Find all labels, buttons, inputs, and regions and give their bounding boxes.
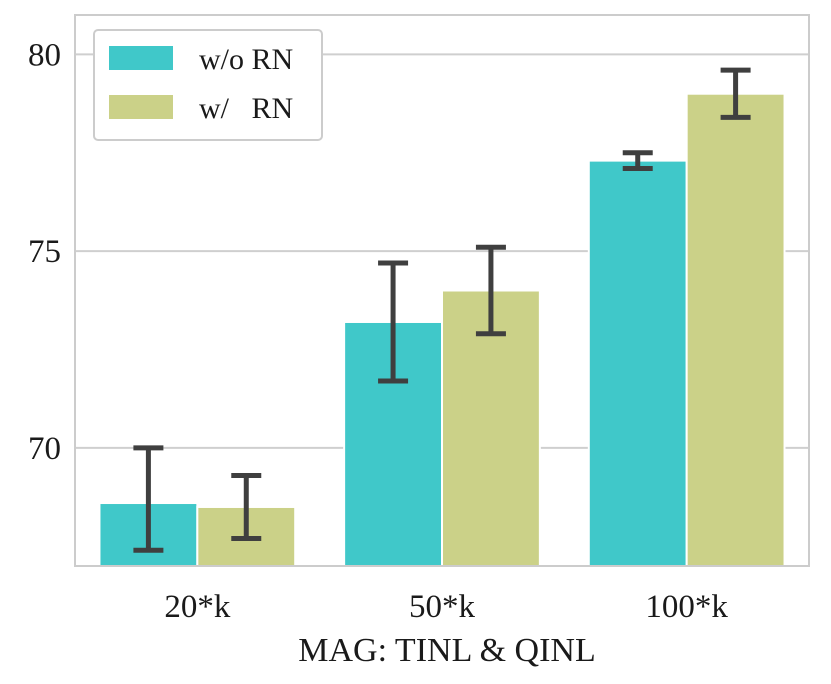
y-tick-label: 70 <box>28 431 61 467</box>
error-bar-series-0-1 <box>378 260 409 384</box>
x-axis-title: MAG: TINL & QINL <box>298 632 595 669</box>
error-bars <box>133 67 751 553</box>
bars <box>98 92 786 568</box>
y-tick-label: 75 <box>28 234 61 270</box>
error-bar-series-0-0 <box>133 445 164 553</box>
x-axis-ticks: 20*k 50*k 100*k <box>164 589 728 625</box>
x-tick-label: 20*k <box>164 589 231 625</box>
y-tick-label: 80 <box>28 37 61 73</box>
legend-label-w-rn: w/ RN <box>199 92 293 125</box>
legend-label-wo-rn: w/o RN <box>199 43 293 76</box>
legend-swatch-wo-rn <box>109 46 173 70</box>
plot-frame <box>74 14 810 567</box>
x-tick-label: 100*k <box>645 589 728 625</box>
legend: w/o RN w/ RN <box>93 29 323 141</box>
bar-series-1-2 <box>685 92 786 567</box>
x-tick-label: 50*k <box>409 589 476 625</box>
error-bar-series-1-1 <box>475 244 506 337</box>
error-bar-series-1-2 <box>720 67 751 120</box>
legend-swatch-w-rn <box>109 95 173 119</box>
error-bar-series-0-2 <box>622 150 653 171</box>
bar-series-0-2 <box>587 159 688 567</box>
y-axis-ticks: 70 75 80 <box>28 37 61 467</box>
error-bar-series-1-0 <box>231 472 262 541</box>
